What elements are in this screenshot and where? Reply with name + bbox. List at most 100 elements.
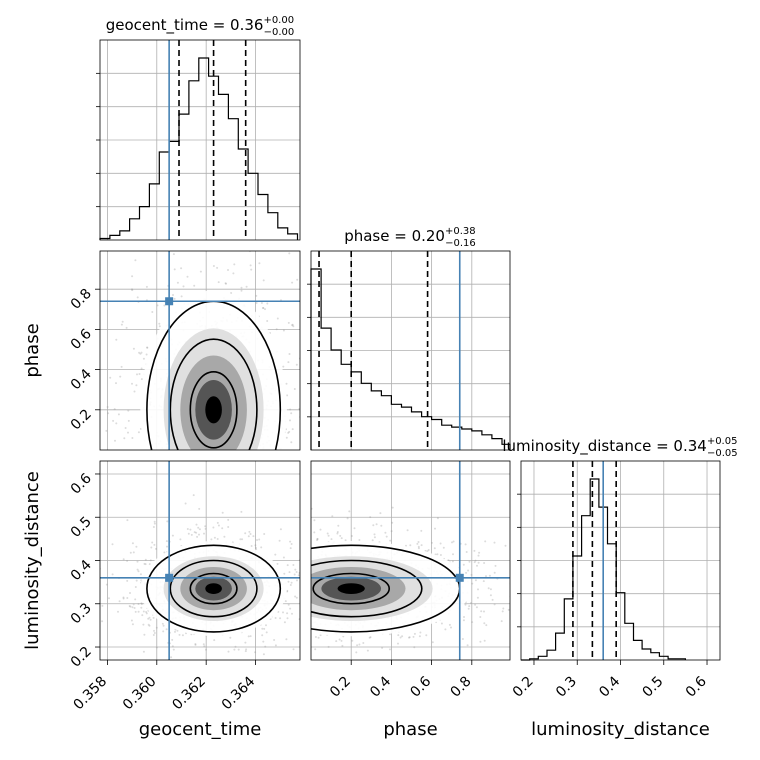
sample-point	[330, 538, 333, 541]
sample-point	[483, 610, 485, 613]
sample-point	[227, 677, 229, 679]
sample-point	[408, 636, 411, 639]
sample-point	[327, 375, 329, 377]
sample-point	[305, 617, 307, 619]
sample-point	[389, 648, 391, 651]
sample-point	[493, 603, 496, 606]
panel-frame	[99, 250, 301, 451]
sample-point	[135, 384, 138, 387]
x-tick-label-luminosity-distance: 0.2	[510, 674, 537, 701]
sample-point	[488, 574, 491, 577]
sample-point	[138, 373, 141, 375]
sample-point	[485, 575, 487, 578]
sample-point	[513, 607, 515, 609]
sample-point	[135, 545, 138, 548]
sample-point	[381, 646, 384, 649]
sample-point	[291, 612, 293, 615]
sample-point	[140, 351, 143, 354]
sample-point	[109, 376, 112, 379]
sample-point	[189, 236, 191, 238]
sample-point	[289, 408, 292, 411]
sample-point	[381, 382, 383, 384]
sample-point	[101, 604, 104, 607]
sample-point	[115, 382, 117, 385]
sample-point	[293, 388, 296, 390]
sample-point	[173, 297, 176, 300]
sample-point	[224, 282, 227, 285]
sample-point	[144, 563, 147, 566]
sample-point	[121, 320, 124, 323]
sample-point	[172, 253, 175, 256]
sample-point	[131, 623, 134, 626]
sample-point	[417, 545, 420, 548]
sample-point	[285, 638, 288, 641]
sample-point	[180, 295, 183, 298]
sample-point	[304, 561, 306, 563]
sample-point	[312, 406, 314, 408]
x-tick-label-luminosity-distance: 0.4	[596, 673, 623, 700]
sample-point	[247, 535, 250, 538]
sample-point	[302, 371, 304, 373]
sample-point	[197, 526, 200, 529]
y-tick-label-luminosity-distance: 0.3	[68, 600, 95, 627]
sample-point	[162, 624, 165, 627]
sample-point	[479, 640, 482, 643]
sample-point	[288, 571, 291, 574]
sample-point	[198, 528, 201, 531]
sample-point	[327, 534, 330, 537]
sample-point	[436, 517, 439, 520]
sample-point	[399, 636, 402, 639]
sample-point	[289, 607, 292, 610]
sample-point	[152, 616, 155, 619]
title-luminosity-distance: luminosity_distance = 0.34+0.05 −0.05	[502, 436, 737, 459]
sample-point	[193, 284, 196, 287]
density-level-4	[337, 583, 365, 594]
sample-point	[483, 639, 486, 642]
sample-point	[234, 226, 236, 228]
x-tick-label-luminosity-distance: 0.3	[553, 674, 580, 701]
y-tick-label-phase: 0.4	[68, 366, 95, 393]
sample-point	[439, 554, 442, 556]
sample-point	[153, 520, 156, 523]
sample-point	[362, 642, 365, 644]
sample-point	[131, 542, 134, 545]
sample-point	[292, 564, 295, 566]
sample-point	[145, 353, 148, 356]
sample-point	[149, 559, 152, 562]
sample-point	[436, 553, 439, 556]
sample-point	[283, 621, 286, 624]
sample-point	[189, 528, 192, 531]
sample-point	[293, 573, 296, 576]
sample-point	[140, 602, 143, 605]
sample-point	[128, 605, 131, 607]
sample-point	[412, 635, 415, 638]
sample-point	[120, 323, 123, 326]
sample-point	[298, 408, 300, 410]
sample-point	[146, 346, 149, 349]
sample-point	[306, 405, 308, 407]
hist-step-phase	[310, 268, 511, 450]
sample-point	[287, 603, 290, 606]
sample-point	[321, 444, 323, 446]
sample-point	[166, 545, 168, 548]
sample-point	[107, 412, 110, 415]
sample-point	[181, 634, 184, 637]
sample-point	[241, 538, 244, 541]
sample-point	[430, 541, 433, 544]
sample-point	[374, 662, 376, 664]
sample-point	[338, 638, 341, 641]
sample-point	[274, 644, 277, 647]
sample-point	[240, 289, 243, 292]
x-tick-label-luminosity-distance: 0.5	[640, 674, 667, 701]
sample-point	[127, 419, 130, 422]
sample-point	[182, 285, 185, 288]
sample-point	[210, 538, 213, 541]
sample-point	[265, 624, 267, 627]
sample-point	[274, 553, 277, 556]
panel-content	[311, 461, 515, 664]
sample-point	[117, 610, 119, 613]
sample-point	[131, 437, 134, 439]
panel-2d-phase-vs-luminosity-distance	[310, 460, 515, 664]
sample-point	[262, 653, 265, 656]
sample-point	[327, 645, 330, 648]
